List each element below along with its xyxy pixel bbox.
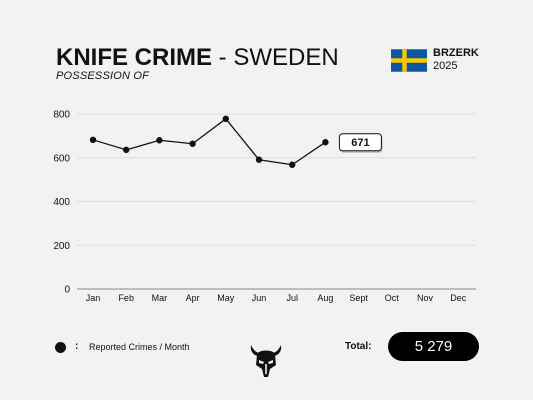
title-bold: KNIFE CRIME — [56, 44, 212, 71]
legend-marker — [55, 342, 66, 353]
data-point — [156, 137, 163, 144]
y-tick-label: 800 — [53, 110, 70, 121]
brand-name: BRZERK — [433, 47, 479, 59]
legend-label: Reported Crimes / Month — [89, 342, 190, 352]
horned-helmet-icon — [250, 345, 282, 377]
data-point — [255, 156, 263, 163]
total-label: Total: — [345, 341, 372, 352]
y-tick-label: 200 — [53, 241, 70, 252]
y-tick-label: 400 — [53, 197, 70, 208]
x-tick-label: Nov — [417, 293, 434, 303]
x-tick-label: May — [217, 293, 235, 303]
total-value: 5 279 — [388, 332, 479, 361]
title-rest: - SWEDEN — [218, 44, 339, 71]
x-tick-label: Jun — [252, 293, 267, 303]
x-tick-label: Oct — [385, 293, 400, 303]
data-point — [222, 115, 229, 123]
data-point — [123, 146, 130, 154]
callout-label: 671 — [351, 137, 369, 149]
x-tick-label: Apr — [186, 293, 200, 303]
series-line — [92, 117, 326, 166]
legend-separator: : — [75, 341, 79, 352]
y-tick-label: 0 — [64, 285, 70, 296]
brand-block: BRZERK 2025 — [433, 47, 479, 73]
sweden-flag-icon — [391, 49, 427, 72]
x-tick-label: Feb — [118, 293, 134, 303]
brand-year: 2025 — [433, 60, 458, 72]
x-tick-label: Jul — [286, 293, 298, 303]
data-point — [322, 139, 329, 146]
x-tick-label: Aug — [317, 293, 333, 303]
data-point — [89, 136, 97, 144]
data-point — [289, 161, 296, 168]
y-tick-label: 600 — [53, 153, 70, 164]
x-tick-label: Mar — [152, 293, 168, 303]
chart-title: KNIFE CRIME - SWEDEN — [56, 44, 339, 72]
x-tick-label: Jan — [86, 293, 101, 303]
x-tick-label: Dec — [450, 293, 467, 303]
callout-box — [338, 133, 382, 152]
data-point — [189, 140, 196, 147]
x-tick-label: Sept — [349, 293, 368, 303]
chart-subtitle: POSSESSION OF — [56, 70, 150, 82]
